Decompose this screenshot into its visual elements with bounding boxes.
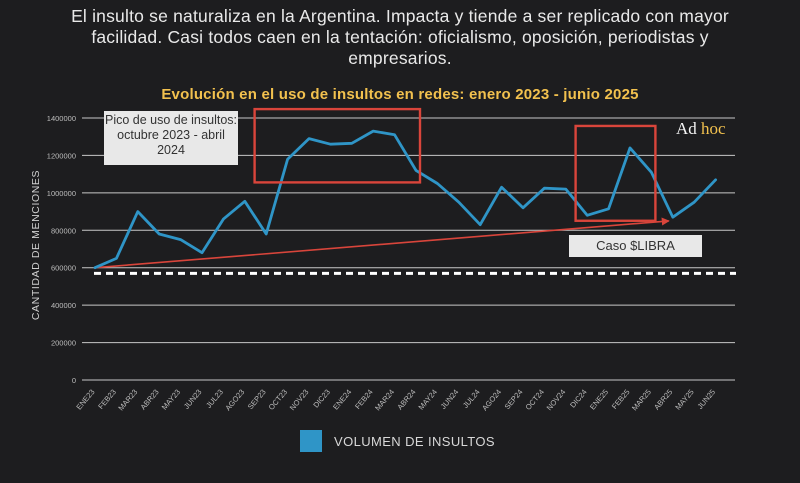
trend-arrow	[94, 217, 670, 269]
series-line	[93, 129, 717, 270]
logo-hoc: hoc	[701, 119, 726, 138]
x-tick-label: OCT24	[523, 388, 545, 412]
x-tick-label: ABR25	[652, 388, 674, 412]
y-tick-label: 800000	[51, 226, 76, 235]
y-tick-label: 1200000	[47, 151, 76, 160]
legend-swatch	[300, 430, 322, 452]
x-tick-label: JUN25	[695, 388, 717, 411]
logo-ad: Ad	[676, 119, 697, 138]
x-tick-label: NOV23	[288, 388, 311, 413]
peak-annotation: Pico de uso de insultos: octubre 2023 - …	[104, 111, 238, 165]
highlight-box	[574, 124, 657, 222]
y-tick-label: 1400000	[47, 114, 76, 123]
x-tick-label: FEB24	[353, 388, 375, 411]
x-tick-label: JUN23	[182, 388, 204, 411]
adhoc-logo: Ad hoc	[676, 119, 726, 139]
highlight-box	[253, 107, 422, 184]
x-tick-label: SEP23	[246, 388, 268, 412]
x-tick-label: FEB23	[96, 388, 118, 411]
y-tick-label: 400000	[51, 301, 76, 310]
x-tick-label: ABR24	[395, 388, 417, 412]
x-tick-label: ENE23	[74, 388, 96, 412]
x-tick-label: MAY24	[417, 388, 439, 412]
headline: El insulto se naturaliza en la Argentina…	[71, 6, 729, 68]
x-tick-label: ENE24	[331, 388, 353, 412]
x-tick-label: JUL24	[461, 388, 482, 410]
y-tick-label: 0	[72, 376, 76, 385]
y-tick-label: 200000	[51, 339, 76, 348]
x-tick-label: MAR25	[630, 388, 653, 413]
x-tick-label: NOV24	[545, 388, 568, 413]
x-tick-label: DIC24	[568, 388, 589, 410]
x-tick-label: AGO24	[480, 388, 503, 413]
y-tick-label: 600000	[51, 264, 76, 273]
x-tick-label: FEB25	[610, 388, 632, 411]
x-tick-label: JUN24	[439, 388, 461, 411]
y-tick-labels: 0 200000 400000 600000 800000 1000000 1200000 1…	[47, 114, 76, 385]
trend-layer	[94, 217, 670, 269]
x-tick-label: DIC23	[311, 388, 332, 410]
x-tick-label: ABR23	[139, 388, 161, 412]
x-tick-label: SEP24	[503, 388, 525, 412]
highlight-layer	[253, 107, 657, 222]
x-tick-label: MAR24	[373, 388, 396, 413]
chart-title: Evolución en el uso de insultos en redes…	[161, 86, 639, 103]
y-tick-label: 1000000	[47, 189, 76, 198]
x-tick-label: OCT23	[267, 388, 289, 412]
legend: VOLUMEN DE INSULTOS	[300, 430, 495, 452]
x-tick-label: MAY23	[160, 388, 182, 412]
x-tick-label: ENE25	[588, 388, 610, 412]
x-tick-label: MAR23	[116, 388, 139, 413]
x-tick-label: JUL23	[204, 388, 225, 410]
legend-label: VOLUMEN DE INSULTOS	[334, 433, 495, 449]
series-layer	[93, 129, 717, 270]
x-tick-label: MAY25	[673, 388, 695, 412]
x-tick-label: AGO23	[223, 388, 246, 413]
libra-annotation: Caso $LIBRA	[569, 235, 702, 257]
